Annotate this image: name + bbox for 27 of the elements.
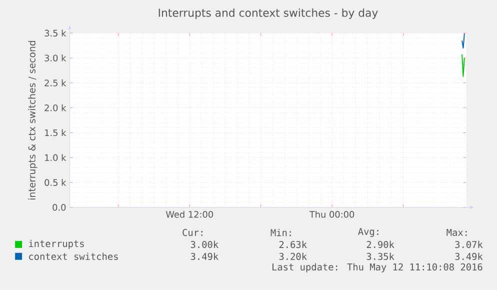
text: 3.00k (190, 240, 218, 248)
text: 2.90k (366, 240, 394, 248)
x-tick-label: Wed 12:00 (166, 210, 213, 218)
text: 3.20k (279, 252, 307, 260)
text: 2.63k (279, 240, 307, 248)
text: Min: (270, 228, 291, 236)
text: Max: (446, 228, 467, 236)
y-tick-label: 1.0 k (45, 154, 66, 161)
y-axis-title: interrupts & ctx switches / second (28, 40, 38, 200)
y-tick-label: 1.5 k (45, 129, 66, 136)
x-tick-label: Thu 00:00 (309, 210, 354, 218)
text: Last update: Thu May 12 11:10:08 2016 (272, 263, 482, 272)
text: 3.49k (190, 252, 218, 260)
y-tick-label: 3.5 k (44, 30, 66, 36)
text: Cur: (182, 228, 202, 236)
text: Avg: (358, 228, 378, 237)
legend-label: context switches (29, 252, 118, 260)
legend-label: interrupts (29, 240, 84, 249)
chart-title: Interrupts and context switches - by day (158, 8, 378, 19)
y-tick-label: 3.0 k (44, 54, 66, 62)
y-tick-label: 2.5 k (44, 79, 66, 86)
y-tick-label: 0.0 (52, 204, 66, 211)
text: 3.35k (366, 252, 394, 260)
text: 3.07k (455, 240, 483, 248)
y-tick-label: 0.5 k (44, 178, 66, 186)
text: 3.49k (455, 252, 483, 260)
y-tick-label: 2.0 k (44, 104, 66, 112)
